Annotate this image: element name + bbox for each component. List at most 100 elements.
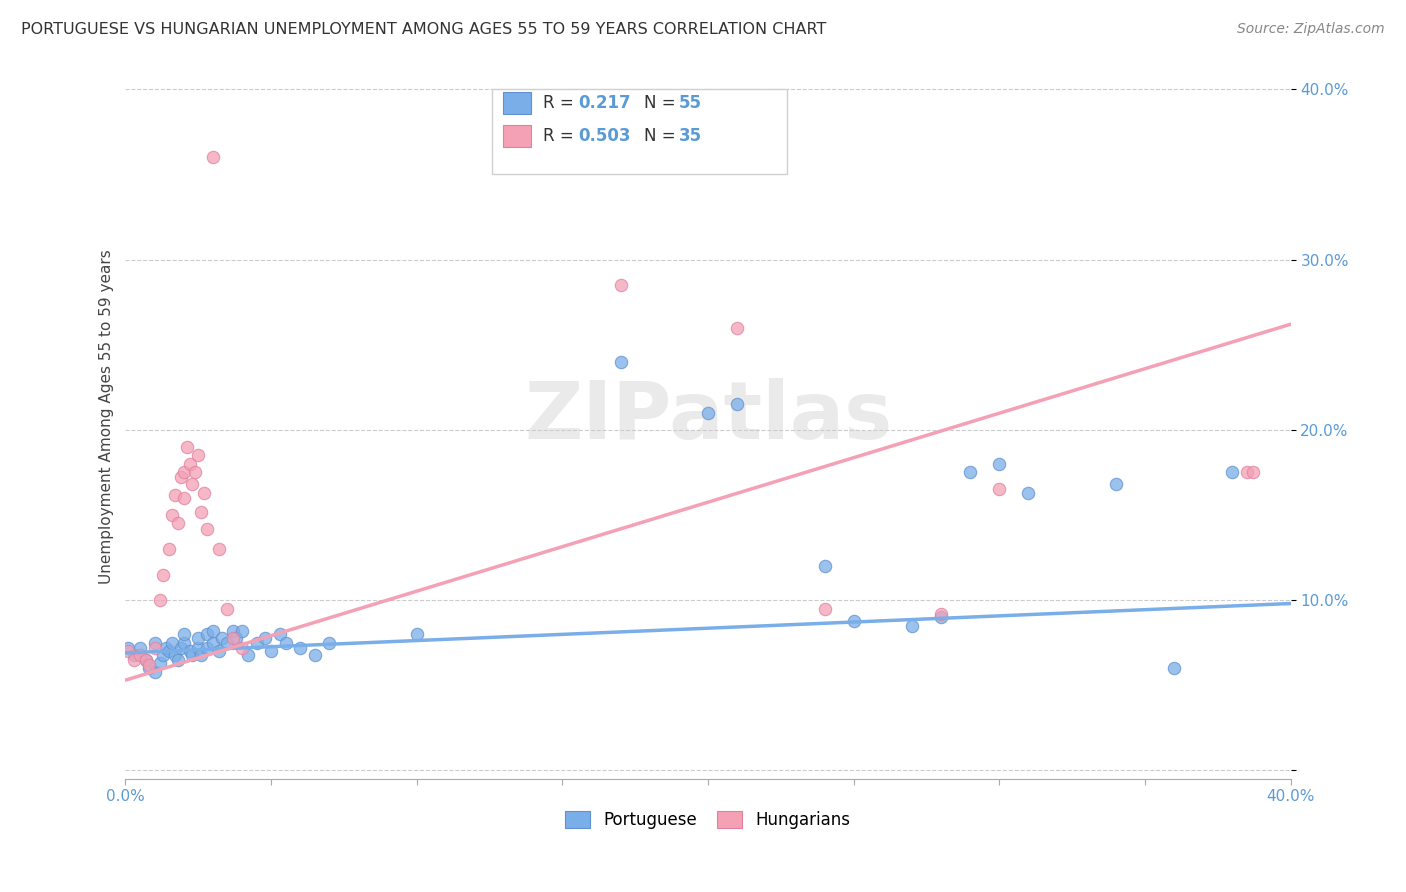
Point (122, 653, 145, 667)
Point (135, 653, 157, 667)
Point (187, 448, 209, 462)
Point (208, 644, 231, 658)
Point (160, 508, 183, 522)
Text: 35: 35 (679, 127, 702, 145)
Point (929, 610, 952, 624)
Point (193, 485, 215, 500)
Point (231, 640, 253, 655)
Point (143, 665, 166, 679)
Point (190, 504, 212, 518)
Point (254, 631, 277, 645)
Text: N =: N = (644, 94, 681, 112)
Point (1236, 466, 1258, 480)
Point (190, 648, 212, 662)
Point (725, 320, 748, 334)
Point (138, 661, 160, 675)
Point (1017, 485, 1039, 500)
Point (1241, 466, 1264, 480)
Point (152, 648, 174, 662)
Y-axis label: Unemployment Among Ages 55 to 59 years: Unemployment Among Ages 55 to 59 years (100, 250, 114, 584)
Point (959, 466, 981, 480)
Point (187, 631, 209, 645)
Text: PORTUGUESE VS HUNGARIAN UNEMPLOYMENT AMONG AGES 55 TO 59 YEARS CORRELATION CHART: PORTUGUESE VS HUNGARIAN UNEMPLOYMENT AMO… (21, 22, 827, 37)
Point (988, 483, 1011, 497)
Point (236, 648, 259, 662)
Point (813, 601, 835, 615)
Point (160, 635, 183, 649)
Point (245, 635, 267, 649)
Point (173, 635, 195, 649)
Point (217, 601, 239, 615)
Point (260, 644, 283, 658)
Point (170, 640, 193, 655)
Point (157, 644, 180, 658)
Point (163, 648, 186, 662)
Point (149, 593, 172, 607)
Text: 0.503: 0.503 (578, 127, 630, 145)
Text: Source: ZipAtlas.com: Source: ZipAtlas.com (1237, 22, 1385, 37)
Point (1163, 661, 1185, 675)
Point (929, 607, 952, 621)
Point (117, 644, 139, 658)
Point (143, 635, 166, 649)
Point (725, 397, 748, 411)
Point (988, 457, 1011, 471)
Text: ZIPatlas: ZIPatlas (524, 378, 893, 456)
Point (304, 648, 326, 662)
Point (813, 559, 835, 574)
Point (179, 644, 201, 658)
Point (179, 457, 201, 471)
Point (184, 466, 207, 480)
Point (222, 631, 245, 645)
Point (173, 627, 195, 641)
Point (149, 656, 172, 670)
Point (155, 640, 177, 655)
Point (157, 541, 180, 556)
Point (187, 640, 209, 655)
Point (163, 487, 186, 501)
Text: R =: R = (543, 127, 579, 145)
Point (201, 635, 224, 649)
Point (173, 466, 195, 480)
Point (135, 653, 157, 667)
Point (842, 614, 865, 628)
Point (176, 440, 198, 454)
Point (173, 491, 195, 505)
Point (231, 624, 253, 638)
Point (222, 624, 245, 638)
Point (217, 635, 239, 649)
Text: 55: 55 (679, 94, 702, 112)
Point (117, 640, 139, 655)
Point (609, 278, 631, 293)
Point (1105, 477, 1128, 491)
Legend: Portuguese, Hungarians: Portuguese, Hungarians (558, 805, 858, 836)
Point (225, 631, 247, 645)
Point (201, 624, 224, 638)
Point (167, 653, 190, 667)
Point (122, 648, 145, 662)
Point (181, 648, 204, 662)
Text: R =: R = (543, 94, 579, 112)
Point (152, 567, 174, 582)
Point (609, 354, 631, 368)
Point (195, 522, 218, 536)
Point (195, 640, 218, 655)
Point (405, 627, 427, 641)
Point (208, 541, 231, 556)
Text: N =: N = (644, 127, 681, 145)
Point (318, 635, 340, 649)
Point (195, 627, 218, 641)
Point (697, 406, 720, 420)
Point (274, 635, 297, 649)
Point (143, 640, 166, 655)
Point (211, 631, 233, 645)
Point (129, 648, 152, 662)
Text: 0.217: 0.217 (578, 94, 630, 112)
Point (129, 640, 152, 655)
Point (181, 477, 204, 491)
Point (901, 618, 924, 632)
Point (290, 640, 312, 655)
Point (269, 627, 291, 641)
Point (138, 657, 160, 672)
Point (1220, 466, 1243, 480)
